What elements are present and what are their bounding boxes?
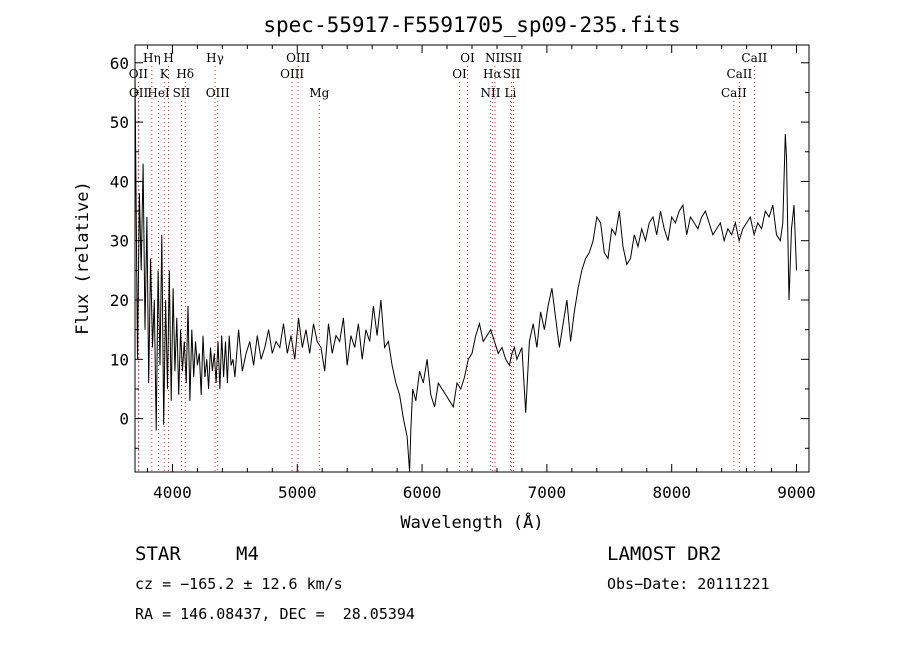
y-tick-label: 10 [110,350,129,369]
x-tick-label: 8000 [652,483,691,502]
x-tick-label: 5000 [278,483,317,502]
line-label: Hγ [206,51,224,65]
y-tick-label: 60 [110,54,129,73]
chart-title: spec-55917-F5591705_sp09-235.fits [263,13,680,37]
line-label: OI [452,67,467,81]
object-class: STAR [135,543,181,565]
y-axis-label: Flux (relative) [73,181,93,335]
spectrum-line [134,74,797,473]
line-label: OIII [206,86,230,100]
y-tick-label: 20 [110,291,129,310]
line-label: OII [129,86,149,100]
line-label: Li [505,86,517,100]
line-label: OIII [280,67,304,81]
x-tick-label: 7000 [528,483,567,502]
observation-date: Obs−Date: 20111221 [607,575,770,593]
line-label: NII [480,86,500,100]
line-label: CaII [741,51,767,65]
line-label: SII [173,86,191,100]
line-label: HeI [147,86,170,100]
line-label: Hη [143,51,161,65]
x-tick-label: 4000 [153,483,192,502]
line-label: OIII [286,51,310,65]
line-label: Hδ [176,67,194,81]
line-label: Mg [309,86,329,100]
x-axis-label: Wavelength (Å) [400,511,543,533]
line-label: OII [129,67,149,81]
survey-name: LAMOST DR2 [607,543,722,565]
y-tick-label: 0 [119,410,129,429]
line-label: OI [460,51,475,65]
line-label: NII [485,51,505,65]
y-tick-label: 50 [110,113,129,132]
line-label: CaII [721,86,747,100]
x-tick-label: 9000 [777,483,816,502]
line-label: Hα [483,67,502,81]
line-label: SII [504,51,522,65]
object-subclass: M4 [236,543,259,565]
y-tick-label: 40 [110,172,129,191]
sky-coordinates: RA = 146.08437, DEC = 28.05394 [135,605,415,623]
line-label: K [160,67,170,81]
plot-frame [134,44,810,473]
line-label: H [163,51,173,65]
emission-lines: OII OII Hη HeI KH SII Hδ Hγ OIII OIII OIII Mg OI OI NI… [129,51,767,472]
axis-ticks: 4000 5000 6000 7000 8000 9000 0 10 20 30 40 50 60 [110,45,816,502]
line-label: CaII [726,67,752,81]
line-label: SII [503,67,521,81]
x-tick-label: 6000 [403,483,442,502]
y-tick-label: 30 [110,232,129,251]
redshift-velocity: cz = −165.2 ± 12.6 km/s [135,575,343,593]
